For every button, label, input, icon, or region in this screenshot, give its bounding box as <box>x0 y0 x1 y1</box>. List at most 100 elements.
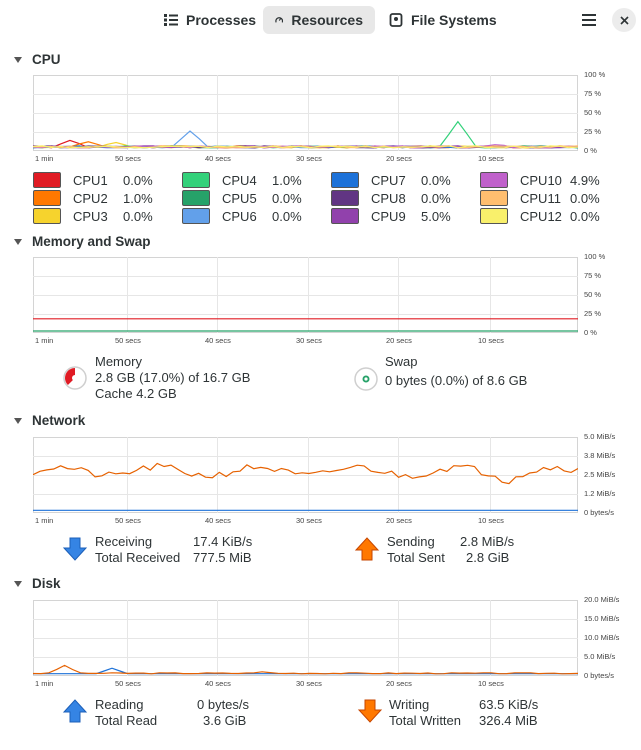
cpu-value: 4.9% <box>570 172 600 188</box>
cpu-legend-item[interactable]: CPU4 1.0% <box>182 172 318 188</box>
color-swatch[interactable] <box>33 190 61 206</box>
tab-processes[interactable]: Processes <box>152 6 268 34</box>
tab-file-systems-label: File Systems <box>411 12 497 28</box>
cpu-value: 1.0% <box>272 172 302 188</box>
cpu-legend-item[interactable]: CPU1 0.0% <box>33 172 169 188</box>
memory-value: 2.8 GB (17.0%) of 16.7 GB <box>95 370 251 385</box>
memory-info: Memory 2.8 GB (17.0%) of 16.7 GB Cache 4… <box>95 354 250 402</box>
cpu-value: 0.0% <box>272 208 302 224</box>
color-swatch[interactable] <box>182 190 210 206</box>
y-tick-label: 25 % <box>584 127 602 136</box>
cpu-legend-item[interactable]: CPU5 0.0% <box>182 190 318 206</box>
cpu-legend-item[interactable]: CPU6 0.0% <box>182 208 318 224</box>
network-section-header[interactable]: Network <box>14 413 85 428</box>
cpu-legend-item[interactable]: CPU3 0.0% <box>33 208 169 224</box>
time-axis-label: 1 min <box>35 679 54 688</box>
expander-icon <box>14 56 22 63</box>
time-axis-label: 1 min <box>35 154 54 163</box>
cpu-legend-item[interactable]: CPU9 5.0% <box>331 208 467 224</box>
cpu-value: 1.0% <box>123 190 153 206</box>
writing-arrow-icon[interactable] <box>357 699 383 723</box>
receiving-arrow-icon[interactable] <box>62 537 88 561</box>
time-axis-label: 30 secs <box>296 154 322 163</box>
time-axis-label: 10 secs <box>478 336 504 345</box>
color-swatch[interactable] <box>480 208 508 224</box>
cpu-legend-item[interactable]: CPU8 0.0% <box>331 190 467 206</box>
total-read-value: 3.6 GiB <box>203 713 247 728</box>
y-tick-label: 75 % <box>584 89 602 98</box>
total-received-value: 777.5 MiB <box>193 550 252 565</box>
cpu-name: CPU5 <box>222 190 257 206</box>
time-axis-label: 1 min <box>35 516 54 525</box>
y-tick-label: 0 bytes/s <box>584 671 615 680</box>
sending-value: 2.8 MiB/s <box>460 534 515 549</box>
reading-value: 0 bytes/s <box>197 697 250 712</box>
tab-processes-label: Processes <box>186 12 257 28</box>
swap-pie-icon[interactable] <box>353 366 379 392</box>
expander-icon <box>14 238 22 245</box>
y-tick-label: 1.2 MiB/s <box>584 489 616 498</box>
cpu-value: 5.0% <box>421 208 451 224</box>
memory-section-header[interactable]: Memory and Swap <box>14 234 151 249</box>
time-axis-label: 10 secs <box>478 679 504 688</box>
color-swatch[interactable] <box>480 172 508 188</box>
y-tick-label: 3.8 MiB/s <box>584 451 616 460</box>
time-axis-label: 40 secs <box>205 679 231 688</box>
cpu-section-header[interactable]: CPU <box>14 52 61 67</box>
memory-label: Memory <box>95 354 142 369</box>
time-axis-label: 40 secs <box>205 516 231 525</box>
tab-file-systems[interactable]: File Systems <box>377 6 509 34</box>
disk-section-header[interactable]: Disk <box>14 576 61 591</box>
y-tick-label: 20.0 MiB/s <box>584 595 620 604</box>
y-tick-label: 0 % <box>584 328 597 337</box>
y-tick-label: 0 % <box>584 146 597 155</box>
time-axis-label: 20 secs <box>386 336 412 345</box>
reading-arrow-icon[interactable] <box>62 699 88 723</box>
tab-resources[interactable]: Resources <box>263 6 375 34</box>
net-graph-canvas <box>33 437 578 513</box>
cpu-trace-12 <box>33 145 578 149</box>
cpu-legend-item[interactable]: CPU11 0.0% <box>480 190 616 206</box>
cpu-name: CPU8 <box>371 190 406 206</box>
cpu-name: CPU11 <box>520 190 561 206</box>
color-swatch[interactable] <box>331 190 359 206</box>
list-icon <box>164 14 178 26</box>
y-tick-label: 100 % <box>584 70 606 79</box>
time-axis-label: 1 min <box>35 336 54 345</box>
sending-arrow-icon[interactable] <box>354 537 380 561</box>
time-axis-label: 40 secs <box>205 154 231 163</box>
time-axis-label: 20 secs <box>386 154 412 163</box>
y-tick-label: 2.5 MiB/s <box>584 470 616 479</box>
color-swatch[interactable] <box>182 172 210 188</box>
y-tick-label: 0 bytes/s <box>584 508 615 517</box>
cpu-legend-item[interactable]: CPU12 0.0% <box>480 208 616 224</box>
memory-pie-icon[interactable] <box>62 365 88 391</box>
swap-value: 0 bytes (0.0%) of 8.6 GB <box>385 373 528 388</box>
time-axis-label: 50 secs <box>115 679 141 688</box>
color-swatch[interactable] <box>182 208 210 224</box>
receiving-label: Receiving <box>95 534 153 549</box>
y-tick-label: 5.0 MiB/s <box>584 652 616 661</box>
close-button[interactable] <box>612 8 636 32</box>
cpu-legend-item[interactable]: CPU10 4.9% <box>480 172 616 188</box>
color-swatch[interactable] <box>33 172 61 188</box>
color-swatch[interactable] <box>331 172 359 188</box>
y-tick-label: 100 % <box>584 252 606 261</box>
gauge-icon <box>275 17 284 23</box>
cpu-value: 0.0% <box>570 208 600 224</box>
disk-graph-canvas <box>33 600 578 676</box>
disk-icon <box>389 13 403 27</box>
cpu-legend-item[interactable]: CPU7 0.0% <box>331 172 467 188</box>
time-axis-label: 50 secs <box>115 516 141 525</box>
y-tick-label: 75 % <box>584 271 602 280</box>
color-swatch[interactable] <box>331 208 359 224</box>
sending-label: Sending <box>387 534 435 549</box>
cpu-legend-item[interactable]: CPU2 1.0% <box>33 190 169 206</box>
y-tick-label: 5.0 MiB/s <box>584 432 616 441</box>
color-swatch[interactable] <box>33 208 61 224</box>
main-menu-button[interactable] <box>572 6 606 34</box>
time-axis-label: 50 secs <box>115 336 141 345</box>
cpu-name: CPU6 <box>222 208 257 224</box>
time-axis-label: 10 secs <box>478 516 504 525</box>
color-swatch[interactable] <box>480 190 508 206</box>
